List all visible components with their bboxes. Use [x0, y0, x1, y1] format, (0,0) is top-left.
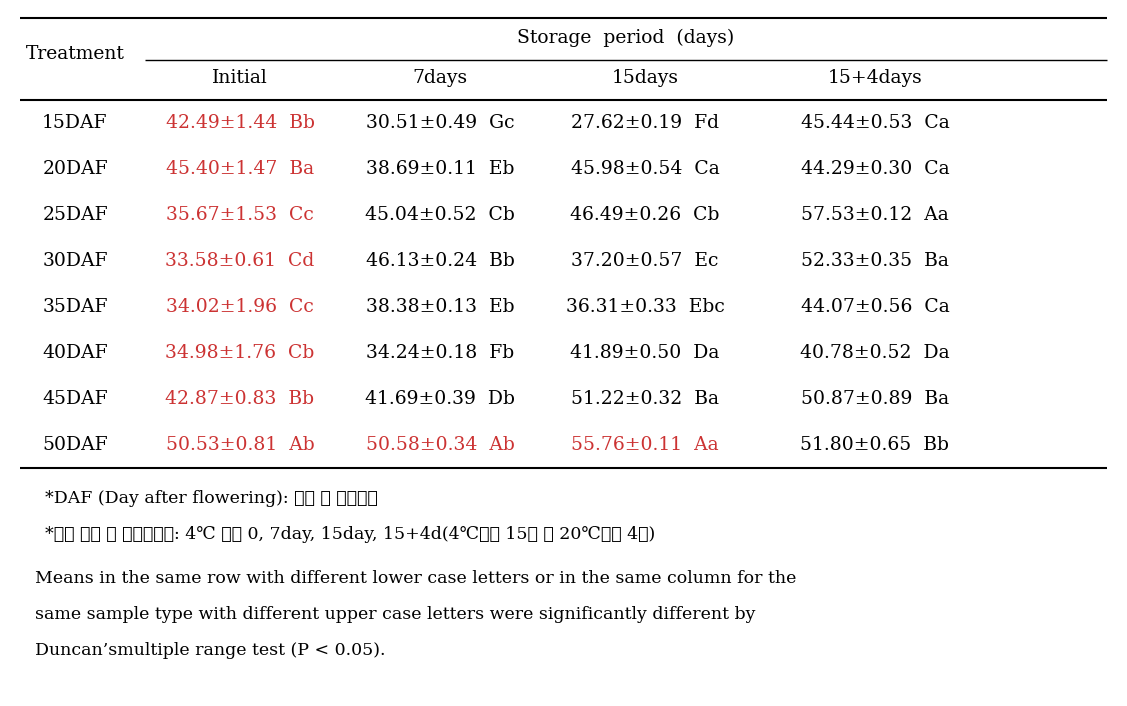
Text: 40DAF: 40DAF [42, 344, 108, 362]
Text: 55.76±0.11  Aa: 55.76±0.11 Aa [571, 436, 719, 454]
Text: 45.40±1.47  Ba: 45.40±1.47 Ba [166, 160, 314, 178]
Text: 15DAF: 15DAF [42, 114, 108, 132]
Text: Treatment: Treatment [26, 45, 124, 63]
Text: 57.53±0.12  Aa: 57.53±0.12 Aa [801, 206, 949, 224]
Text: 33.58±0.61  Cd: 33.58±0.61 Cd [166, 252, 314, 270]
Text: 52.33±0.35  Ba: 52.33±0.35 Ba [801, 252, 949, 270]
Text: Storage  period  (days): Storage period (days) [517, 29, 735, 47]
Text: 20DAF: 20DAF [42, 160, 108, 178]
Text: Duncan’smultiple range test (P < 0.05).: Duncan’smultiple range test (P < 0.05). [35, 642, 385, 659]
Text: 25DAF: 25DAF [42, 206, 108, 224]
Text: 45.44±0.53  Ca: 45.44±0.53 Ca [800, 114, 949, 132]
Text: 50DAF: 50DAF [42, 436, 108, 454]
Text: 46.49±0.26  Cb: 46.49±0.26 Cb [570, 206, 720, 224]
Text: 51.80±0.65  Bb: 51.80±0.65 Bb [800, 436, 950, 454]
Text: 34.24±0.18  Fb: 34.24±0.18 Fb [366, 344, 514, 362]
Text: 41.69±0.39  Db: 41.69±0.39 Db [365, 390, 515, 408]
Text: *저장 기간 후 품질평가일: 4℃ 저장 0, 7day, 15day, 15+4d(4℃저장 15일 후 20℃저장 4일): *저장 기간 후 품질평가일: 4℃ 저장 0, 7day, 15day, 15… [45, 526, 655, 543]
Text: 7days: 7days [412, 69, 468, 87]
Text: 15days: 15days [612, 69, 678, 87]
Text: 50.53±0.81  Ab: 50.53±0.81 Ab [166, 436, 314, 454]
Text: 38.38±0.13  Eb: 38.38±0.13 Eb [365, 298, 514, 316]
Text: same sample type with different upper case letters were significantly different : same sample type with different upper ca… [35, 606, 755, 623]
Text: 35.67±1.53  Cc: 35.67±1.53 Cc [166, 206, 314, 224]
Text: 41.89±0.50  Da: 41.89±0.50 Da [570, 344, 720, 362]
Text: 35DAF: 35DAF [42, 298, 108, 316]
Text: 45DAF: 45DAF [42, 390, 108, 408]
Text: 50.58±0.34  Ab: 50.58±0.34 Ab [365, 436, 514, 454]
Text: 37.20±0.57  Ec: 37.20±0.57 Ec [571, 252, 719, 270]
Text: 40.78±0.52  Da: 40.78±0.52 Da [800, 344, 950, 362]
Text: Means in the same row with different lower case letters or in the same column fo: Means in the same row with different low… [35, 570, 797, 587]
Text: 45.98±0.54  Ca: 45.98±0.54 Ca [570, 160, 719, 178]
Text: *DAF (Day after flowering): 개화 후 수확일자: *DAF (Day after flowering): 개화 후 수확일자 [45, 490, 378, 507]
Text: 27.62±0.19  Fd: 27.62±0.19 Fd [571, 114, 719, 132]
Text: 38.69±0.11  Eb: 38.69±0.11 Eb [366, 160, 514, 178]
Text: 46.13±0.24  Bb: 46.13±0.24 Bb [365, 252, 514, 270]
Text: 34.98±1.76  Cb: 34.98±1.76 Cb [166, 344, 314, 362]
Text: 50.87±0.89  Ba: 50.87±0.89 Ba [801, 390, 949, 408]
Text: 36.31±0.33  Ebc: 36.31±0.33 Ebc [566, 298, 725, 316]
Text: 34.02±1.96  Cc: 34.02±1.96 Cc [166, 298, 314, 316]
Text: 42.87±0.83  Bb: 42.87±0.83 Bb [166, 390, 314, 408]
Text: 30DAF: 30DAF [42, 252, 108, 270]
Text: 15+4days: 15+4days [827, 69, 922, 87]
Text: 45.04±0.52  Cb: 45.04±0.52 Cb [365, 206, 515, 224]
Text: Initial: Initial [212, 69, 268, 87]
Text: 44.29±0.30  Ca: 44.29±0.30 Ca [800, 160, 949, 178]
Text: 44.07±0.56  Ca: 44.07±0.56 Ca [800, 298, 949, 316]
Text: 42.49±1.44  Bb: 42.49±1.44 Bb [166, 114, 314, 132]
Text: 51.22±0.32  Ba: 51.22±0.32 Ba [571, 390, 719, 408]
Text: 30.51±0.49  Gc: 30.51±0.49 Gc [366, 114, 514, 132]
